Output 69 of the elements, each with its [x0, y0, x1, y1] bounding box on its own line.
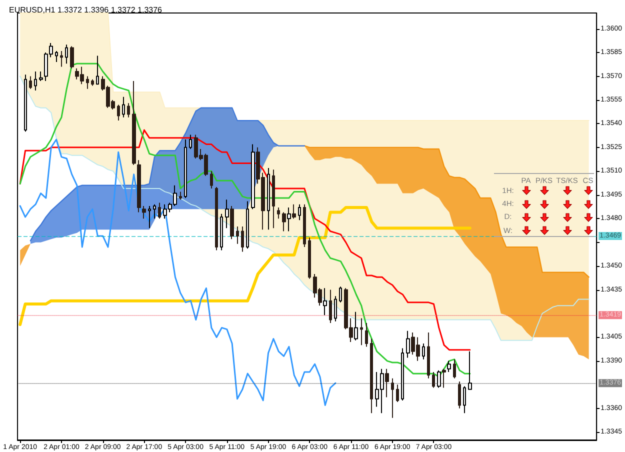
candlestick [272, 169, 275, 229]
candlestick [385, 368, 389, 398]
candlestick [468, 350, 472, 390]
candlestick [323, 288, 327, 316]
candlestick [86, 76, 89, 90]
candlestick [55, 50, 58, 63]
candlestick [277, 207, 280, 220]
candlestick [282, 212, 286, 232]
candlestick [137, 160, 141, 213]
line-series [18, 206, 472, 326]
chart-title: EURUSD,H1 1.3372 1.3396 1.3372 1.3376 [9, 6, 163, 14]
candlestick [339, 286, 342, 303]
candlestick [34, 71, 37, 91]
candlestick [447, 360, 451, 372]
candlestick [334, 296, 337, 322]
candlestick [117, 104, 120, 122]
candlestick [241, 226, 244, 252]
candlestick [230, 205, 234, 240]
candlestick [458, 380, 461, 409]
candlestick [189, 134, 192, 150]
candlestick [406, 330, 410, 358]
candlestick [70, 46, 74, 69]
candlestick [132, 80, 136, 166]
candlestick [401, 348, 404, 401]
candlestick [287, 207, 291, 232]
candlestick [215, 186, 218, 251]
candlestick [354, 311, 358, 341]
candlestick [396, 384, 399, 403]
candlestick [303, 204, 306, 248]
candlestick [179, 191, 182, 200]
candlestick [246, 200, 249, 250]
candlestick [391, 378, 394, 418]
candlestick [308, 237, 311, 280]
candlestick [463, 386, 466, 414]
candlestick [427, 332, 430, 379]
candlestick [184, 139, 187, 199]
candlestick [370, 338, 373, 414]
candlestick [65, 44, 68, 64]
candlestick [96, 55, 99, 85]
candlestick [298, 204, 301, 221]
line-series [19, 62, 471, 378]
candlestick [437, 370, 441, 388]
candlestick [329, 289, 332, 324]
candlestick [251, 144, 255, 210]
candlestick [210, 170, 213, 190]
candlestick [292, 204, 296, 220]
line-series [19, 138, 336, 406]
candlestick [225, 199, 229, 229]
candlestick [236, 226, 239, 244]
line-series [19, 129, 471, 351]
candlestick [365, 322, 368, 348]
candlestick [158, 202, 161, 220]
candlestick [127, 102, 130, 118]
candlestick [142, 205, 146, 220]
candlestick [360, 318, 363, 346]
candlestick [91, 78, 94, 86]
candlestick [220, 213, 223, 251]
candlestick [153, 204, 156, 220]
candlestick [24, 74, 27, 132]
candlestick [422, 343, 425, 360]
candlestick [453, 358, 456, 379]
candlestick [442, 368, 446, 388]
candlestick [267, 167, 270, 230]
candlestick [148, 205, 151, 229]
candlestick [39, 71, 43, 82]
candlestick [60, 50, 63, 68]
candlestick [29, 76, 32, 90]
candlestick [122, 96, 125, 118]
candlestick [432, 371, 435, 388]
